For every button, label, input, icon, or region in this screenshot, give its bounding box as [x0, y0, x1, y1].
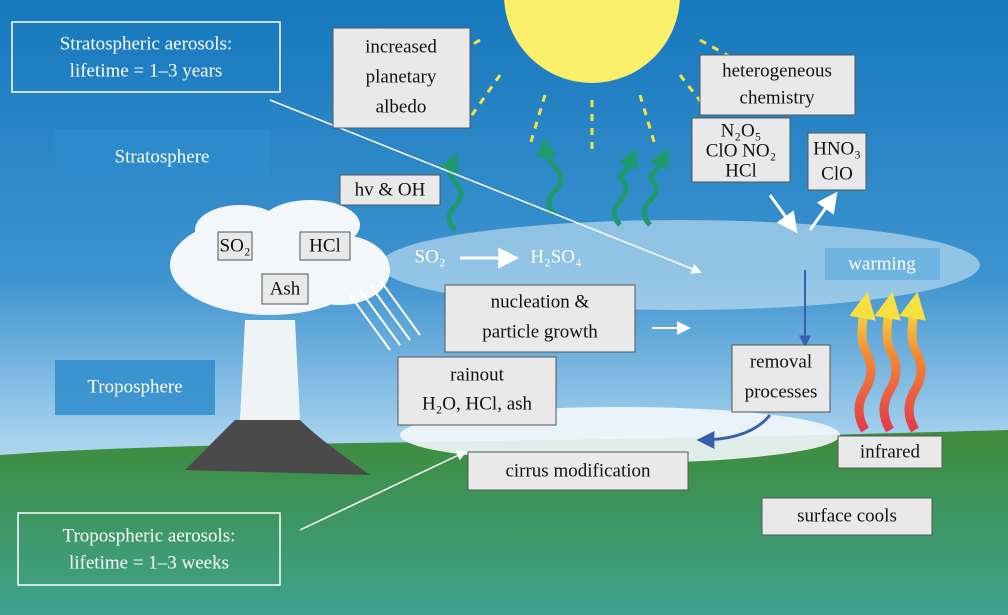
label: increased [365, 36, 437, 57]
label: ClO [821, 163, 853, 184]
region-box [55, 360, 215, 415]
label-box [17, 512, 281, 586]
label: processes [745, 381, 818, 402]
label: lifetime = 1–3 years [70, 60, 223, 81]
pointer-arrow [269, 99, 702, 274]
label: N₂O₅ [721, 120, 762, 141]
label: lifetime = 1–3 weeks [69, 552, 229, 573]
label: hv & OH [355, 179, 426, 200]
label-box [11, 21, 281, 93]
volcano [185, 420, 370, 475]
label-box [261, 273, 309, 305]
label-box [807, 132, 867, 191]
label: HCl [309, 235, 341, 256]
label: Ash [270, 278, 301, 299]
flow-arrow [808, 191, 838, 231]
label-box [299, 231, 351, 261]
label-box [825, 248, 940, 280]
label: HCl [725, 160, 757, 181]
label: SO₂ [415, 246, 446, 267]
label: Tropospheric aerosols: [63, 525, 236, 546]
infrared-arrows [849, 291, 926, 433]
label-box [397, 356, 557, 426]
region-box [55, 130, 270, 185]
label: surface cools [797, 505, 897, 526]
label: rainout [450, 364, 505, 385]
label: nucleation & [491, 291, 590, 312]
label: planetary [366, 66, 437, 87]
label-box [332, 27, 471, 129]
label: heterogeneous [722, 60, 832, 81]
eruption-column [240, 320, 300, 420]
label-box [691, 117, 791, 183]
rain-streaks [349, 279, 421, 351]
label-box [699, 54, 856, 116]
label-box [761, 497, 933, 536]
label-box [467, 451, 689, 491]
label: H₂SO₄ [530, 246, 581, 267]
label-box [339, 174, 441, 206]
removal-arrow [696, 414, 772, 449]
label: Troposphere [87, 376, 182, 397]
label: ClO NO₂ [706, 140, 777, 161]
pointer-arrow [299, 450, 467, 531]
label: particle growth [482, 321, 598, 342]
label: infrared [860, 441, 921, 462]
label: warming [848, 253, 916, 274]
label-box [731, 344, 831, 413]
label: SO₂ [220, 235, 251, 256]
label-box [444, 284, 636, 353]
label: Stratosphere [115, 146, 210, 167]
label: cirrus modification [505, 460, 651, 481]
label: albedo [376, 96, 427, 117]
label-box [837, 435, 943, 469]
label: HNO₃ [813, 138, 861, 159]
label-box [217, 231, 253, 261]
label: chemistry [740, 87, 815, 108]
label: H₂O, HCl, ash [422, 393, 533, 414]
label: removal [750, 351, 812, 372]
ground [0, 430, 1008, 615]
flow-arrow [768, 194, 798, 234]
label: Stratospheric aerosols: [60, 33, 233, 54]
